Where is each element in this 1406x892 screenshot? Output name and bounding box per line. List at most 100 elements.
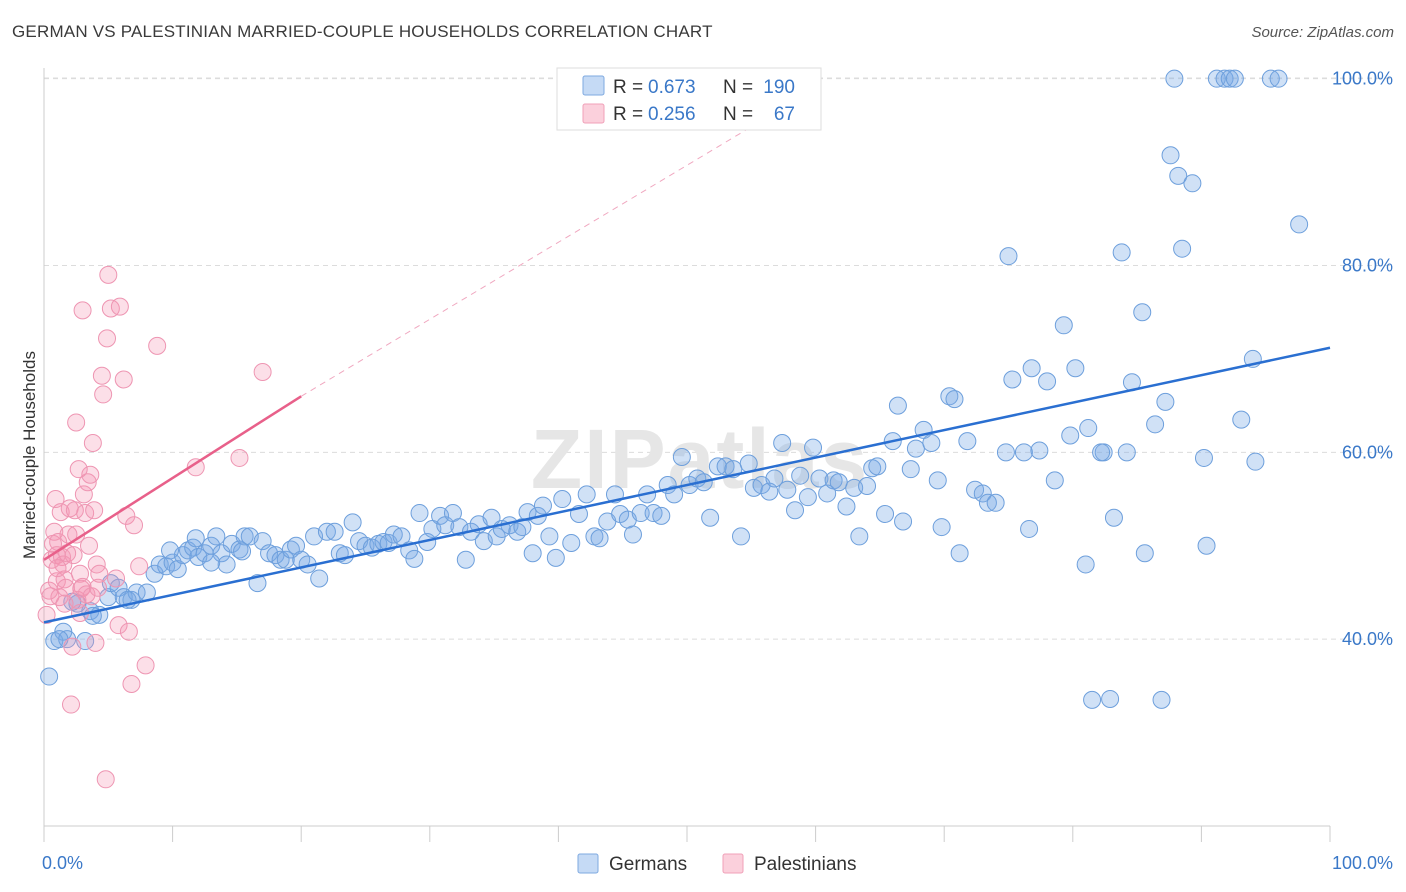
point-german: [701, 508, 720, 527]
point-german: [1135, 544, 1154, 563]
point-german: [161, 541, 180, 560]
x-tick-label-min: 0.0%: [42, 853, 83, 873]
point-german: [986, 493, 1005, 512]
trend-line-palestinians: [43, 395, 302, 561]
point-german: [1161, 146, 1180, 165]
point-german: [456, 550, 475, 569]
point-german: [1003, 370, 1022, 389]
legend-n-value-2: 67: [774, 104, 795, 125]
point-german: [804, 438, 823, 457]
point-german: [810, 469, 829, 488]
point-german: [1076, 555, 1095, 574]
point-german: [791, 466, 810, 485]
point-german: [1117, 443, 1136, 462]
point-german: [186, 529, 205, 548]
point-palestinian: [90, 564, 109, 583]
legend-n-label-2: N =: [723, 104, 753, 125]
point-german: [1083, 690, 1102, 709]
point-german: [577, 485, 596, 504]
bottom-legend-germans: Germans: [609, 854, 687, 875]
point-palestinian: [89, 578, 108, 597]
point-german: [1104, 508, 1123, 527]
point-german: [1173, 239, 1192, 258]
point-german: [235, 527, 254, 546]
point-german: [837, 497, 856, 516]
point-german: [732, 527, 751, 546]
point-german: [708, 457, 727, 476]
point-palestinian: [47, 572, 66, 591]
point-palestinian: [41, 587, 60, 606]
point-palestinian: [78, 473, 97, 492]
point-palestinian: [136, 656, 155, 675]
point-german: [1092, 443, 1111, 462]
point-german: [631, 504, 650, 523]
point-german: [950, 544, 969, 563]
point-palestinian: [114, 370, 133, 389]
bottom-legend-swatch-germans: [577, 853, 599, 874]
point-german: [1207, 69, 1226, 88]
point-german: [553, 490, 572, 509]
point-palestinian: [96, 770, 115, 789]
point-palestinian: [98, 329, 117, 348]
point-german: [876, 504, 895, 523]
point-german: [405, 549, 424, 568]
y-tick-label: 40.0%: [1342, 629, 1393, 649]
point-german: [958, 432, 977, 451]
point-german: [540, 527, 559, 546]
point-german: [233, 542, 252, 561]
point-german: [1045, 471, 1064, 490]
point-german: [1232, 410, 1251, 429]
point-german: [888, 396, 907, 415]
point-palestinian: [63, 637, 82, 656]
point-palestinian: [73, 301, 92, 320]
point-palestinian: [83, 434, 102, 452]
y-tick-label: 80.0%: [1342, 256, 1393, 276]
point-palestinian: [109, 616, 128, 635]
point-german: [590, 529, 609, 548]
point-german: [1290, 215, 1309, 234]
point-palestinian: [86, 633, 105, 652]
point-palestinian: [62, 695, 81, 714]
point-german: [533, 496, 552, 515]
point-palestinian: [101, 299, 120, 318]
point-palestinian: [125, 516, 144, 535]
point-palestinian: [48, 559, 67, 578]
point-german: [1246, 452, 1265, 471]
point-german: [1269, 69, 1288, 88]
point-german: [1225, 69, 1244, 88]
point-german: [1169, 166, 1188, 185]
point-german: [1156, 392, 1175, 411]
legend-box: R = 0.673 N = 190 R = 0.256 N = 67: [556, 67, 822, 131]
point-german: [1030, 441, 1049, 460]
point-german: [450, 518, 469, 537]
source-credit: Source: ZipAtlas.com: [1251, 24, 1394, 41]
point-german: [202, 553, 221, 572]
point-palestinian: [80, 536, 99, 555]
point-german: [335, 546, 354, 565]
point-german: [1079, 419, 1098, 438]
point-german: [940, 387, 959, 406]
point-palestinian: [69, 460, 88, 479]
point-german: [546, 548, 565, 567]
point-german: [1133, 303, 1152, 322]
point-german: [1197, 536, 1216, 555]
point-palestinian: [51, 503, 70, 522]
point-palestinian: [94, 385, 113, 404]
trend-lines: [43, 110, 1331, 624]
legend-swatch-germans: [582, 75, 605, 96]
point-palestinian: [92, 366, 111, 385]
point-german: [818, 484, 837, 503]
point-german: [1146, 415, 1165, 434]
point-german: [665, 485, 684, 504]
legend-swatch-palestinians: [582, 103, 605, 124]
point-german: [894, 512, 913, 531]
point-german: [901, 460, 920, 479]
point-palestinian: [65, 501, 84, 520]
point-german: [786, 501, 805, 520]
point-palestinian: [67, 413, 86, 432]
point-german: [168, 560, 187, 579]
point-german: [287, 536, 306, 555]
point-palestinian: [110, 297, 129, 316]
point-german: [276, 550, 295, 569]
